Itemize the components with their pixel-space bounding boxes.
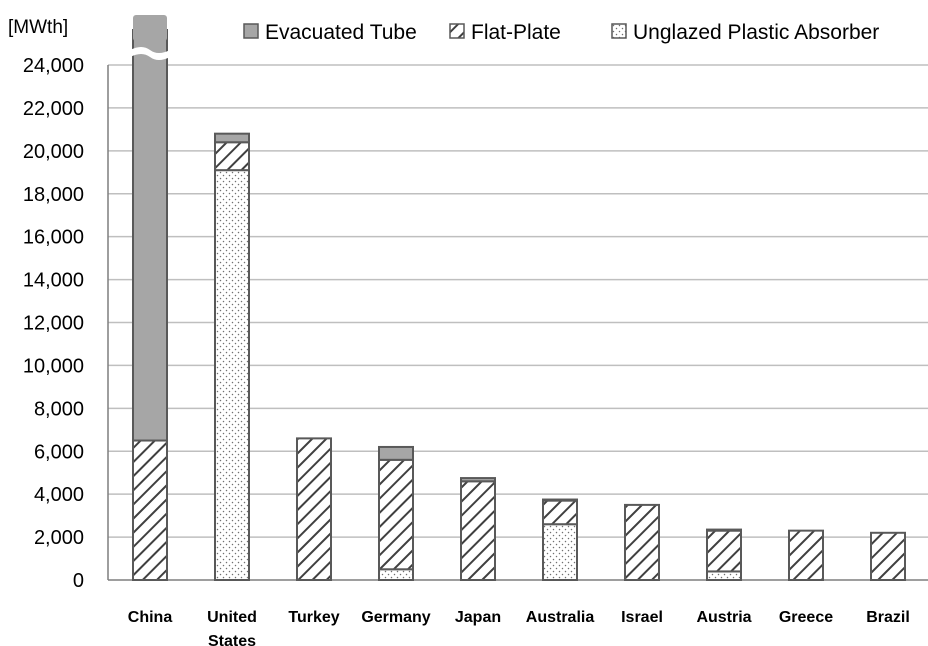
y-tick-label: 20,000 [23,141,84,163]
x-tick-label: Turkey [288,609,339,626]
axis-break-cap [133,15,167,41]
bar-segment [132,29,168,442]
bar-segment [214,141,250,172]
bar-segment [706,570,742,582]
legend-label: Unglazed Plastic Absorber [633,21,879,44]
y-tick-label: 24,000 [23,55,84,77]
bar-segment [788,529,824,581]
bar-segment [378,445,414,461]
x-tick-label: Japan [455,609,501,626]
y-tick-label: 6,000 [34,441,84,463]
bars [130,15,906,582]
bar-segment [706,529,742,573]
bar-segment [542,499,578,526]
y-tick-label: 14,000 [23,270,84,292]
bar-segment [706,528,742,532]
x-tick-label: China [128,609,173,626]
y-tick-label: 2,000 [34,527,84,549]
legend-swatch [611,23,627,39]
bar-segment [296,437,332,581]
bar-segment [378,568,414,581]
bar-segment [460,480,496,581]
legend-label: Flat-Plate [471,21,561,44]
x-tick-label: Australia [526,609,595,626]
bar-segment [214,169,250,581]
y-tick-label: 0 [73,570,84,592]
x-tick-label: Germany [361,609,430,626]
y-tick-label: 16,000 [23,227,84,249]
bar-segment [542,523,578,581]
x-tick-label: Israel [621,609,663,626]
y-tick-label: 10,000 [23,355,84,377]
bar-segment [214,132,250,144]
axis-break-mark [130,47,170,60]
y-tick-label: 8,000 [34,398,84,420]
y-axis-tick-labels: 0 2,000 4,000 6,000 8,000 10,000 12,000 14,000 1… [23,55,84,592]
y-tick-label: 22,000 [23,98,84,120]
y-tick-label: 18,000 [23,184,84,206]
bar-segment [132,439,168,582]
legend-swatch [449,23,465,39]
bar-segment [460,477,496,483]
bar-segment [624,503,660,582]
x-tick-label: Austria [696,609,751,626]
x-axis-category-labels: China United States Turkey Germany Japan Austr… [128,609,910,646]
bar-segment [542,498,578,502]
bar-segment [870,531,906,582]
x-tick-label: United States [207,609,257,646]
legend: Evacuated Tube Flat-Plate Unglazed Plastic… [243,21,879,44]
y-tick-label: 4,000 [34,484,84,506]
y-axis-unit-label: [MWth] [8,17,68,38]
x-tick-label: Brazil [866,609,910,626]
y-tick-label: 12,000 [23,313,84,335]
bar-segment [378,458,414,571]
x-tick-label: Greece [779,609,833,626]
legend-swatch [243,23,259,39]
legend-label: Evacuated Tube [265,21,417,44]
